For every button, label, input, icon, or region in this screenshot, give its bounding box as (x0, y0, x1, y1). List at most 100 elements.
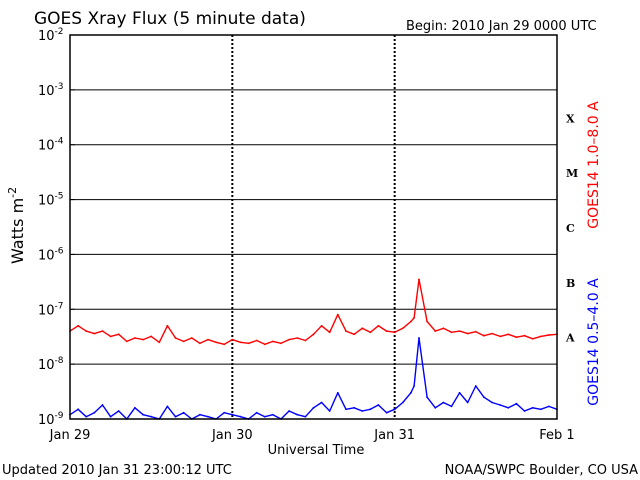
legend-entry-0: GOES14 1.0–8.0 A (586, 101, 602, 229)
y-tick-label: 10-5 (38, 192, 64, 209)
data-point (345, 330, 347, 332)
data-point (223, 411, 226, 414)
data-point (369, 331, 372, 334)
data-point (531, 337, 534, 340)
series-line-1 (69, 337, 558, 420)
data-point (93, 332, 96, 335)
data-point (499, 404, 502, 406)
data-point (312, 333, 315, 336)
data-point (166, 324, 169, 327)
data-point (272, 413, 274, 416)
y-tick-base: 10 (38, 358, 55, 373)
data-point (426, 320, 428, 323)
data-point (77, 324, 79, 327)
data-point (296, 413, 299, 416)
data-point (353, 333, 355, 336)
y-axis-label: Watts m-2 (6, 187, 27, 264)
data-point (483, 396, 485, 399)
data-point (150, 335, 153, 338)
y-tick-exp: -5 (55, 192, 64, 202)
data-point (466, 332, 469, 335)
data-point (345, 408, 347, 411)
x-tick-label: Feb 1 (539, 428, 574, 443)
data-point (109, 415, 112, 418)
y-tick-exp: -7 (55, 301, 64, 311)
x-tick-label: Jan 31 (373, 428, 415, 443)
data-point (458, 391, 461, 394)
data-point (336, 313, 339, 316)
y-tick-base: 10 (38, 413, 55, 428)
data-point (369, 408, 372, 411)
flare-class-label: X (566, 112, 575, 125)
data-point (442, 401, 445, 404)
footer-updated: Updated 2010 Jan 31 23:00:12 UTC (2, 463, 232, 478)
data-point (548, 405, 550, 408)
data-point (515, 402, 518, 405)
flare-class-label: A (565, 332, 575, 345)
data-point (320, 324, 323, 327)
data-point (320, 401, 323, 404)
x-tick-label: Jan 29 (49, 428, 91, 443)
y-tick-exp: -4 (55, 137, 64, 147)
data-point (280, 342, 282, 345)
data-point (239, 341, 242, 344)
data-point (255, 411, 258, 414)
y-tick-base: 10 (38, 248, 55, 263)
data-point (491, 401, 493, 404)
y-tick-label: 10-6 (38, 246, 64, 263)
plot-frame (69, 34, 558, 420)
data-point (507, 406, 510, 409)
data-point (328, 331, 331, 334)
data-point (515, 336, 518, 339)
data-point (134, 406, 136, 409)
y-tick-exp: -9 (55, 411, 64, 421)
data-point (255, 339, 258, 342)
data-point (93, 411, 96, 414)
y-tick-exp: -2 (55, 27, 64, 37)
data-point (474, 330, 477, 333)
data-point (101, 404, 104, 406)
data-point (182, 340, 185, 343)
y-tick-label: 10-2 (38, 27, 64, 44)
data-point (239, 415, 242, 418)
data-point (531, 406, 534, 409)
x-tick-label: Jan 30 (211, 428, 253, 443)
y-tick-exp: -6 (55, 246, 64, 256)
data-point (207, 415, 209, 418)
data-point (296, 337, 299, 339)
data-point (125, 340, 128, 343)
data-point (434, 330, 437, 332)
data-point (223, 343, 226, 346)
data-point (450, 331, 453, 334)
data-point (539, 335, 542, 338)
y-tick-base: 10 (38, 194, 55, 209)
data-point (458, 330, 461, 332)
data-point (199, 342, 201, 345)
data-point (401, 401, 404, 404)
y-tick-base: 10 (38, 139, 55, 154)
y-tick-base: 10 (38, 84, 55, 99)
series-layer (69, 278, 558, 420)
data-point (361, 327, 364, 330)
flare-class-label: M (566, 167, 578, 180)
series-line-0 (69, 278, 558, 345)
data-point (134, 337, 136, 339)
data-point (263, 415, 266, 418)
data-point (247, 342, 250, 345)
data-point (523, 410, 526, 412)
data-point (215, 341, 218, 344)
data-point (182, 411, 185, 414)
data-point (199, 413, 201, 416)
data-point (499, 335, 502, 338)
data-point (263, 343, 266, 346)
data-point (474, 385, 477, 387)
data-point (491, 332, 493, 335)
data-point (483, 334, 485, 337)
data-point (377, 404, 380, 406)
y-tick-label: 10-3 (38, 82, 64, 99)
data-point (418, 337, 420, 339)
data-point (377, 324, 380, 327)
data-point (304, 415, 307, 418)
data-point (117, 333, 120, 336)
